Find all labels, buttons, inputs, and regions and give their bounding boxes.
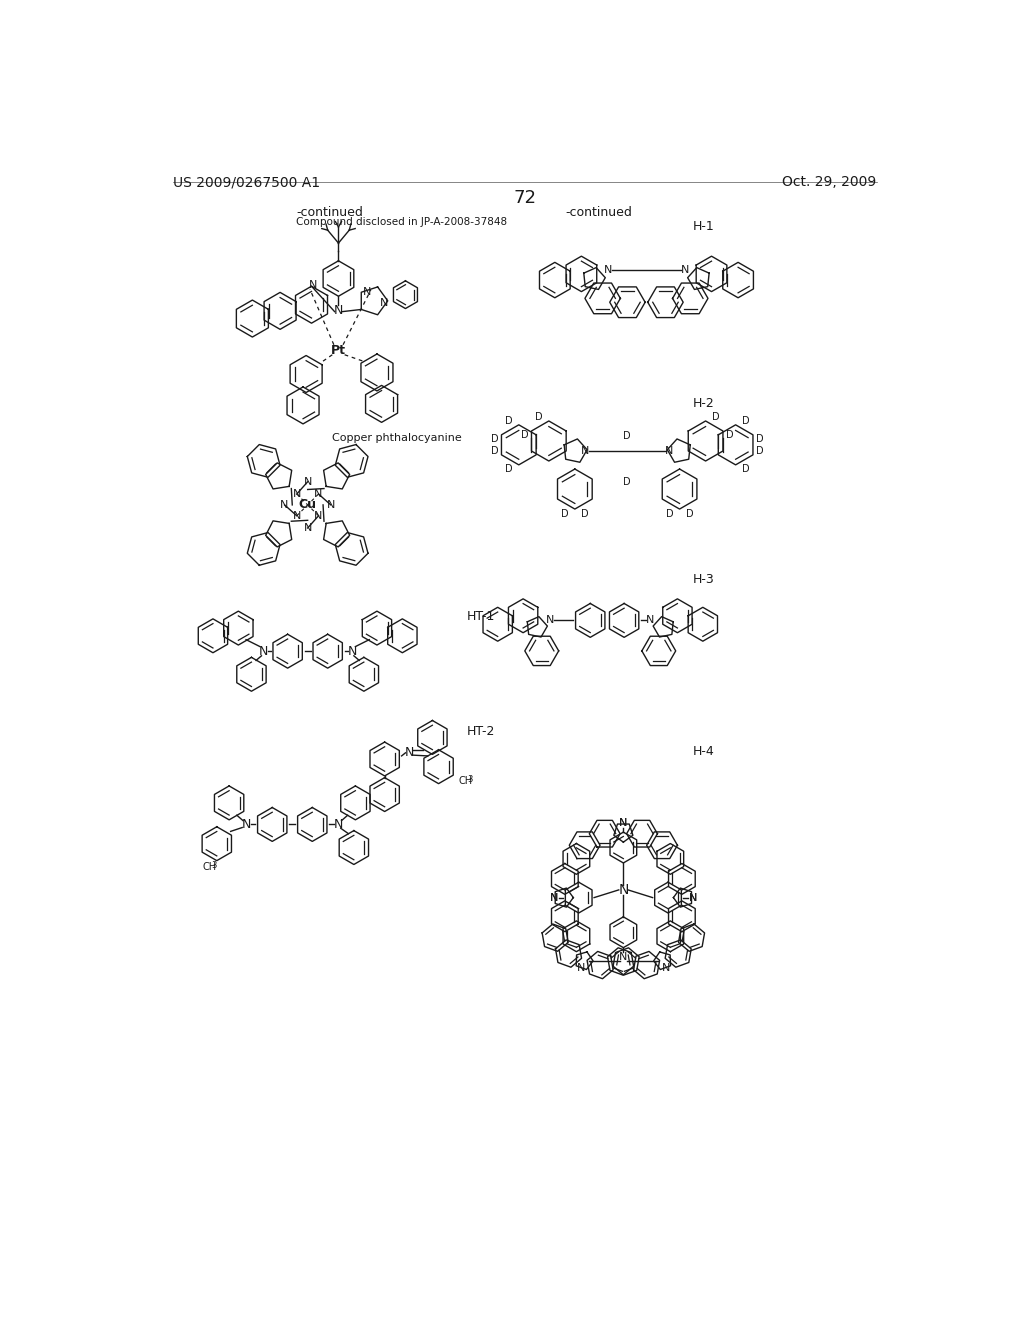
Text: N: N (327, 500, 335, 510)
Text: D: D (561, 508, 568, 519)
Text: N: N (646, 615, 654, 626)
Text: HT-2: HT-2 (466, 725, 495, 738)
Text: D: D (756, 434, 763, 444)
Text: N: N (303, 477, 312, 487)
Text: N: N (604, 265, 612, 275)
Text: N: N (334, 818, 343, 832)
Text: N: N (293, 511, 301, 521)
Text: D: D (521, 430, 528, 440)
Text: -continued: -continued (296, 206, 362, 219)
Text: N: N (620, 818, 628, 828)
Text: D: D (666, 508, 674, 519)
Text: D: D (492, 434, 499, 444)
Text: D: D (624, 430, 631, 441)
Text: N: N (293, 488, 301, 499)
Text: CH: CH (203, 862, 217, 871)
Text: N: N (688, 892, 697, 903)
Text: N: N (688, 892, 697, 903)
Text: D: D (505, 416, 513, 426)
Text: H-2: H-2 (692, 397, 715, 411)
Text: N: N (550, 892, 558, 903)
Text: 3: 3 (467, 775, 472, 784)
Text: Pt: Pt (331, 345, 346, 358)
Text: N: N (666, 446, 674, 455)
Text: N: N (550, 892, 558, 903)
Text: N: N (242, 818, 251, 832)
Text: N: N (258, 644, 267, 657)
Text: N: N (577, 964, 585, 973)
Text: Copper phthalocyanine: Copper phthalocyanine (332, 433, 462, 442)
Text: H-1: H-1 (692, 220, 715, 234)
Text: 72: 72 (513, 189, 537, 207)
Text: D: D (741, 416, 750, 426)
Text: N: N (618, 883, 629, 896)
Text: D: D (492, 446, 499, 455)
Text: Oct. 29, 2009: Oct. 29, 2009 (782, 176, 877, 189)
Text: N: N (404, 746, 414, 759)
Text: N: N (620, 818, 628, 828)
Text: D: D (581, 508, 589, 519)
Text: D: D (756, 446, 763, 455)
Text: N: N (620, 952, 628, 962)
Text: N: N (681, 265, 689, 275)
Text: HT-1: HT-1 (466, 610, 495, 623)
Text: -continued: -continued (565, 206, 633, 219)
Text: N: N (281, 500, 289, 510)
Text: D: D (535, 412, 543, 422)
Text: N: N (662, 964, 670, 973)
Text: N: N (303, 523, 312, 533)
Text: N: N (309, 280, 317, 289)
Text: D: D (712, 412, 720, 422)
Text: Compound disclosed in JP-A-2008-37848: Compound disclosed in JP-A-2008-37848 (296, 216, 507, 227)
Text: US 2009/0267500 A1: US 2009/0267500 A1 (173, 176, 321, 189)
Text: D: D (726, 430, 733, 440)
Text: N: N (347, 644, 357, 657)
Text: N: N (314, 488, 323, 499)
Text: H-3: H-3 (692, 573, 715, 586)
Text: N: N (380, 298, 388, 308)
Text: H-4: H-4 (692, 744, 715, 758)
Text: N: N (581, 446, 589, 455)
Text: 3: 3 (211, 861, 217, 870)
Text: N: N (334, 304, 343, 317)
Text: N: N (362, 286, 371, 297)
Text: D: D (741, 463, 750, 474)
Text: N: N (546, 615, 554, 626)
Text: Cu: Cu (299, 499, 316, 511)
Text: D: D (624, 477, 631, 487)
Text: CH: CH (459, 776, 473, 785)
Text: D: D (686, 508, 693, 519)
Text: N: N (314, 511, 323, 521)
Text: D: D (505, 463, 513, 474)
